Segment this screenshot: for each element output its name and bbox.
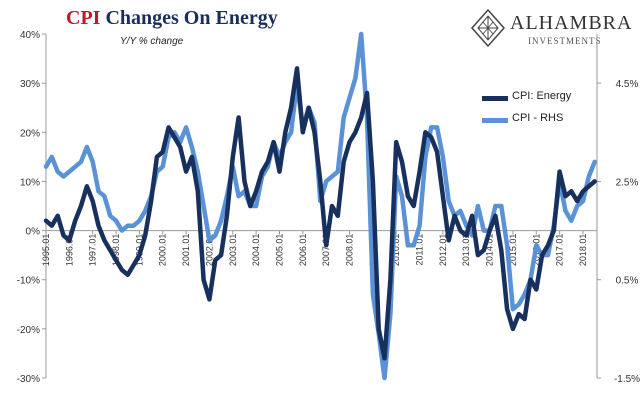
x-tick-label: 2003.01 [228, 234, 238, 267]
chart-title-rest: Changes On Energy [105, 7, 278, 29]
legend-item-cpi: CPI - RHS [482, 112, 592, 134]
x-tick-label: 2010.01 [391, 234, 401, 267]
x-tick-label: 2001.01 [181, 234, 191, 267]
x-tick-label: 2014.01 [485, 234, 495, 267]
x-tick-label: 1995.01 [41, 234, 51, 267]
x-tick-label: 2000.01 [158, 234, 168, 267]
left-tick-label: 40% [20, 30, 40, 41]
x-tick-label: 2018.01 [578, 234, 588, 267]
x-tick-label: 2006.01 [298, 234, 308, 267]
x-tick-label: 1998.01 [111, 234, 121, 267]
x-tick-label: 2017.01 [555, 234, 565, 267]
x-tick-label: 2004.01 [251, 234, 261, 267]
x-tick-label: 2013.01 [461, 234, 471, 267]
x-tick-label: 2015.01 [508, 234, 518, 267]
chart-subtitle: Y/Y % change [120, 36, 184, 47]
x-tick-label: 2008.01 [345, 234, 355, 267]
left-tick-label: -10% [17, 276, 40, 287]
x-tick-label: 2002.01 [204, 234, 214, 267]
right-tick-label: 0.5% [616, 276, 639, 287]
legend-label-energy: CPI: Energy [512, 90, 572, 102]
x-tick-label: 2007.01 [321, 234, 331, 267]
alhambra-logo: ALHAMBRA INVESTMENTS [470, 8, 638, 50]
x-tick-label: 2011.01 [415, 234, 425, 266]
chart-legend: CPI: Energy CPI - RHS [482, 90, 592, 134]
left-tick-label: -30% [17, 374, 40, 385]
x-tick-label: 1996.01 [64, 234, 74, 267]
left-tick-label: 30% [20, 79, 40, 90]
right-tick-label: 2.5% [616, 177, 639, 188]
diamond-lattice-icon [470, 8, 506, 48]
right-tick-label: 4.5% [616, 79, 639, 90]
x-tick-label: 2005.01 [274, 234, 284, 267]
chart-title: CPI Changes On Energy [66, 7, 278, 30]
series-line-energy [43, 66, 597, 361]
legend-swatch-cpi [482, 118, 508, 123]
right-tick-label: -1.5% [614, 374, 640, 385]
logo-subtitle: INVESTMENTS [528, 36, 602, 46]
logo-name: ALHAMBRA [510, 12, 633, 34]
x-tick-label: 2012.01 [438, 234, 448, 267]
legend-swatch-energy [482, 96, 508, 101]
left-tick-label: 20% [20, 128, 40, 139]
chart-title-cpi: CPI [66, 7, 101, 29]
legend-label-cpi: CPI - RHS [512, 112, 564, 124]
left-tick-label: 10% [20, 177, 40, 188]
x-tick-label: 1997.01 [88, 234, 98, 267]
left-tick-label: -20% [17, 325, 40, 336]
left-tick-label: 0% [26, 227, 41, 238]
legend-item-energy: CPI: Energy [482, 90, 592, 112]
